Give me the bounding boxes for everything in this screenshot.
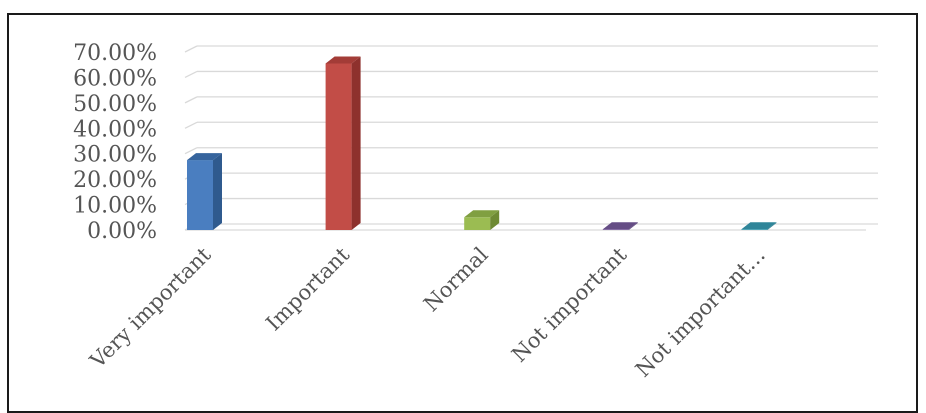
bar-top bbox=[187, 153, 222, 161]
bar-side bbox=[490, 210, 500, 230]
bar-top bbox=[741, 222, 777, 230]
bar-top bbox=[602, 222, 638, 230]
y-tick-label: 10.00% bbox=[73, 194, 157, 219]
bar-top bbox=[464, 210, 500, 218]
gridline-side bbox=[184, 96, 198, 104]
bar bbox=[464, 217, 491, 230]
x-category-label: Important bbox=[261, 242, 354, 335]
bar-side bbox=[628, 222, 638, 230]
y-tick-label: 50.00% bbox=[73, 92, 157, 117]
chart-frame bbox=[7, 13, 918, 413]
bar bbox=[325, 63, 352, 230]
x-category-label: Not important bbox=[507, 242, 632, 367]
bar-side bbox=[351, 56, 361, 230]
bar bbox=[602, 229, 629, 230]
x-category-label: Not important… bbox=[631, 243, 770, 382]
bar bbox=[187, 160, 213, 230]
x-category-label: Normal bbox=[419, 242, 493, 316]
x-category-label: Very important bbox=[85, 242, 216, 373]
bar-side bbox=[767, 222, 777, 230]
gridline-side bbox=[184, 70, 198, 79]
bar-top bbox=[325, 56, 361, 64]
y-tick-label: 30.00% bbox=[73, 143, 157, 168]
gridline-side bbox=[184, 45, 198, 53]
bar-side bbox=[213, 153, 222, 230]
y-tick-label: 0.00% bbox=[87, 219, 157, 244]
bar bbox=[741, 229, 768, 230]
y-tick-label: 60.00% bbox=[73, 66, 157, 91]
y-tick-label: 40.00% bbox=[73, 117, 157, 142]
gridline-side bbox=[184, 121, 198, 129]
gridline-side bbox=[184, 147, 198, 155]
y-tick-label: 20.00% bbox=[73, 168, 157, 193]
y-tick-label: 70.00% bbox=[73, 41, 157, 66]
